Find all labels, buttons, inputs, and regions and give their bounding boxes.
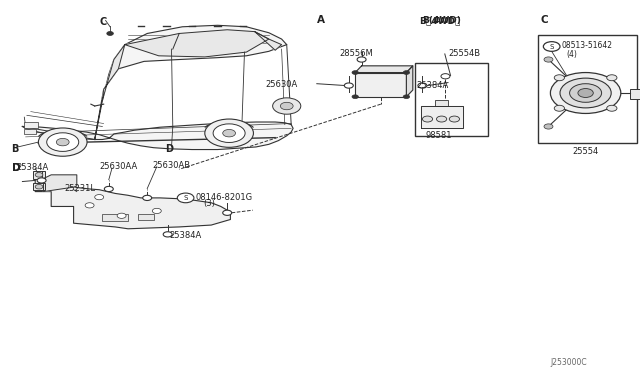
Circle shape [352, 95, 358, 99]
Bar [435, 100, 448, 106]
Text: B。4WD〃: B。4WD〃 [419, 16, 461, 25]
Circle shape [273, 98, 301, 114]
Polygon shape [44, 175, 77, 192]
Text: S: S [550, 44, 554, 49]
Text: J253000C: J253000C [550, 358, 587, 367]
Text: 08513-51642: 08513-51642 [562, 41, 613, 50]
Bar [138, 214, 154, 220]
Text: 25630AA: 25630AA [99, 162, 138, 171]
Text: 08146-8201G: 08146-8201G [195, 193, 252, 202]
Circle shape [436, 116, 447, 122]
Circle shape [47, 133, 79, 151]
Circle shape [441, 74, 450, 79]
Text: 25231L: 25231L [64, 185, 95, 193]
Text: A: A [317, 16, 325, 25]
Circle shape [570, 84, 602, 102]
Polygon shape [22, 122, 293, 150]
Circle shape [560, 78, 611, 108]
Circle shape [143, 195, 152, 201]
Text: B: B [12, 144, 19, 154]
Bar [102, 214, 128, 221]
Text: 28556M: 28556M [339, 49, 373, 58]
Circle shape [607, 105, 617, 111]
Bar [538, 35, 637, 143]
Circle shape [95, 195, 104, 200]
Polygon shape [125, 30, 269, 57]
Circle shape [152, 208, 161, 214]
Text: (3): (3) [204, 199, 216, 208]
Circle shape [544, 124, 553, 129]
Circle shape [403, 71, 410, 74]
Circle shape [223, 210, 232, 215]
Bar [630, 89, 640, 99]
Polygon shape [406, 66, 413, 97]
Text: (4): (4) [566, 50, 577, 59]
Circle shape [280, 102, 293, 110]
Circle shape [607, 75, 617, 81]
Polygon shape [35, 175, 230, 229]
Circle shape [403, 95, 410, 99]
Circle shape [554, 105, 564, 111]
Text: C: C [541, 16, 548, 25]
Circle shape [357, 57, 366, 62]
Circle shape [418, 83, 427, 88]
Text: B(4WD): B(4WD) [422, 16, 461, 25]
Bar [415, 63, 488, 136]
Circle shape [107, 32, 113, 35]
Text: 98581: 98581 [425, 131, 452, 140]
Circle shape [344, 83, 353, 88]
Circle shape [163, 232, 172, 237]
Text: C: C [99, 17, 106, 26]
Circle shape [544, 57, 553, 62]
Text: 25630A: 25630A [266, 80, 298, 89]
Circle shape [352, 71, 358, 74]
Text: 25384A: 25384A [16, 163, 48, 172]
Text: D: D [12, 163, 20, 173]
Circle shape [422, 116, 433, 122]
Text: S: S [184, 195, 188, 201]
Circle shape [85, 203, 94, 208]
Polygon shape [255, 32, 282, 50]
Circle shape [56, 138, 69, 146]
Circle shape [550, 73, 621, 113]
Bar [355, 73, 406, 97]
Bar [24, 122, 38, 128]
Circle shape [205, 119, 253, 147]
Circle shape [37, 178, 46, 183]
Circle shape [117, 213, 126, 218]
Text: 25554B: 25554B [448, 49, 480, 58]
Text: 25554: 25554 [572, 147, 599, 156]
Polygon shape [102, 45, 125, 100]
Circle shape [554, 75, 564, 81]
Circle shape [578, 89, 593, 97]
Text: 25630AB: 25630AB [152, 161, 191, 170]
Circle shape [449, 116, 460, 122]
Circle shape [223, 129, 236, 137]
Circle shape [213, 124, 245, 142]
Text: 25384A: 25384A [416, 81, 448, 90]
Circle shape [35, 173, 43, 177]
Circle shape [38, 128, 87, 156]
Text: D: D [165, 144, 173, 154]
Bar [33, 183, 45, 190]
Text: D: D [12, 163, 20, 173]
Circle shape [35, 185, 43, 189]
Polygon shape [95, 25, 287, 140]
Text: 25384A: 25384A [170, 231, 202, 240]
Polygon shape [421, 106, 463, 128]
Polygon shape [355, 66, 413, 73]
Bar [24, 129, 36, 134]
Bar [33, 171, 45, 179]
Circle shape [543, 42, 560, 51]
Circle shape [177, 193, 194, 203]
Circle shape [104, 186, 113, 192]
